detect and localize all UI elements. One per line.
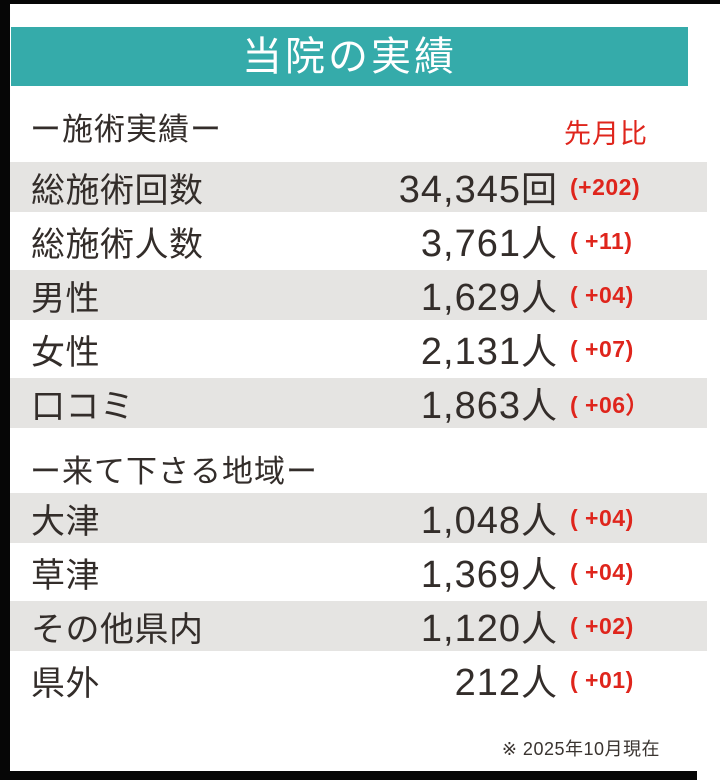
table-row: その他県内 1,120人 ( +02) [10, 601, 707, 651]
row-number: 1,048 [420, 500, 521, 542]
row-value: 1,048人 [100, 492, 557, 544]
title-bar: 当院の実績 [11, 27, 688, 86]
section-heading: ー来て下さる地域ー [30, 453, 318, 489]
row-unit: 人 [520, 662, 557, 703]
row-label: 大津 [31, 502, 100, 541]
table-row: 総施術人数 3,761人 ( +11) [10, 216, 707, 266]
stats-content: ー施術実績ー 先月比 総施術回数 34,345回 (+202) 総施術人数 3,… [0, 86, 720, 761]
row-change: ( +04) [570, 281, 634, 308]
row-number: 1,369 [420, 554, 521, 596]
table-row: 男性 1,629人 ( +04) [10, 270, 707, 320]
section-rows: 総施術回数 34,345回 (+202) 総施術人数 3,761人 ( +11)… [0, 162, 720, 428]
row-change: ( +02) [570, 612, 634, 639]
row-label: 女性 [31, 333, 100, 372]
section-rows: 大津 1,048人 ( +04) 草津 1,369人 ( +04) その他県内 … [0, 493, 720, 705]
row-change: ( +06） [570, 392, 650, 418]
section-heading: ー施術実績ー [30, 111, 222, 147]
row-number: 2,131 [420, 331, 521, 373]
table-row: 草津 1,369人 ( +04) [10, 547, 707, 597]
section-header: ー施術実績ー 先月比 [30, 104, 720, 150]
row-label: 県外 [31, 664, 100, 703]
page-title: 当院の実績 [242, 34, 457, 79]
row-unit: 人 [520, 554, 557, 595]
row-unit: 人 [520, 331, 557, 372]
row-label: 男性 [31, 279, 100, 318]
row-label: 総施術人数 [31, 225, 204, 264]
row-value: 1,629人 [100, 269, 557, 321]
row-number: 34,345 [398, 169, 521, 211]
top-border [0, 0, 720, 4]
row-unit: 回 [520, 169, 557, 210]
row-label: 総施術回数 [31, 171, 204, 210]
section: ー来て下さる地域ー 大津 1,048人 ( +04) 草津 1,369人 ( +… [0, 446, 720, 705]
row-value: 212人 [100, 654, 557, 706]
table-row: 総施術回数 34,345回 (+202) [10, 162, 707, 212]
row-change: ( +04) [570, 504, 634, 531]
row-change: ( +01) [570, 666, 634, 693]
left-border [0, 0, 10, 780]
row-number: 1,863 [420, 385, 521, 427]
row-change: ( +11) [570, 227, 633, 254]
table-row: 女性 2,131人 ( +07) [10, 324, 707, 374]
bottom-border [0, 771, 697, 780]
row-change: ( +07) [570, 335, 634, 362]
row-value: 34,345回 [204, 161, 557, 213]
row-value: 3,761人 [204, 215, 557, 267]
row-label: その他県内 [31, 610, 204, 649]
footnote: ※ 2025年10月現在 [501, 739, 660, 759]
row-change: ( +04) [570, 558, 634, 585]
row-number: 3,761 [420, 223, 521, 265]
row-unit: 人 [520, 500, 557, 541]
row-value: 1,120人 [204, 600, 557, 652]
table-row: 口コミ 1,863人 ( +06） [10, 378, 707, 428]
table-row: 大津 1,048人 ( +04) [10, 493, 707, 543]
section: ー施術実績ー 先月比 総施術回数 34,345回 (+202) 総施術人数 3,… [0, 104, 720, 428]
row-number: 1,629 [420, 277, 521, 319]
row-unit: 人 [520, 608, 557, 649]
table-row: 県外 212人 ( +01) [10, 655, 707, 705]
row-unit: 人 [520, 277, 557, 318]
section-header: ー来て下さる地域ー [30, 446, 720, 490]
row-unit: 人 [520, 223, 557, 264]
row-number: 212 [454, 662, 521, 704]
row-value: 1,863人 [135, 377, 557, 429]
column-note: 先月比 [564, 119, 648, 149]
row-change: (+202) [570, 173, 641, 200]
row-value: 1,369人 [100, 546, 557, 598]
row-value: 2,131人 [100, 323, 557, 375]
row-number: 1,120 [420, 608, 521, 650]
row-label: 草津 [31, 556, 100, 595]
row-label: 口コミ [31, 387, 135, 426]
row-unit: 人 [520, 385, 557, 426]
